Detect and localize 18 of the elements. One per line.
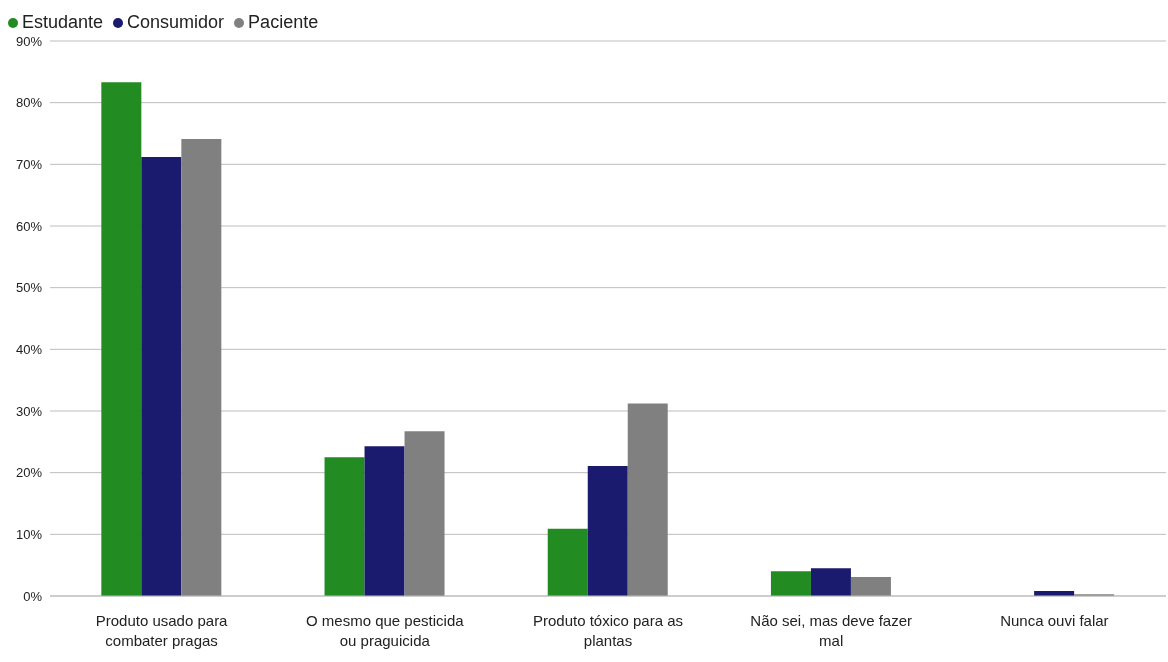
- y-tick-label: 50%: [15, 280, 43, 296]
- y-tick-label: 60%: [15, 218, 43, 234]
- x-tick-label: Não sei, mas deve fazer mal: [750, 612, 913, 649]
- legend-label: Estudante: [22, 12, 104, 32]
- y-tick-label: 70%: [15, 156, 43, 172]
- y-tick-label: 30%: [15, 403, 43, 419]
- legend-label: Consumidor: [127, 12, 225, 32]
- y-tick-label: 20%: [15, 465, 43, 481]
- x-tick-label: Produto tóxico para as plantas: [532, 612, 684, 649]
- x-tick-label: Produto usado para combater pragas: [95, 612, 229, 649]
- y-tick-label: 80%: [15, 95, 43, 111]
- y-tick-label: 0%: [23, 588, 43, 604]
- x-tick-label: Nunca ouvi falar: [1000, 612, 1109, 629]
- x-tick-label: O mesmo que pesticida ou praguicida: [306, 612, 465, 649]
- legend-label: Paciente: [248, 12, 319, 32]
- y-tick-label: 90%: [15, 33, 43, 49]
- y-tick-label: 10%: [15, 526, 43, 542]
- y-tick-label: 40%: [15, 341, 43, 357]
